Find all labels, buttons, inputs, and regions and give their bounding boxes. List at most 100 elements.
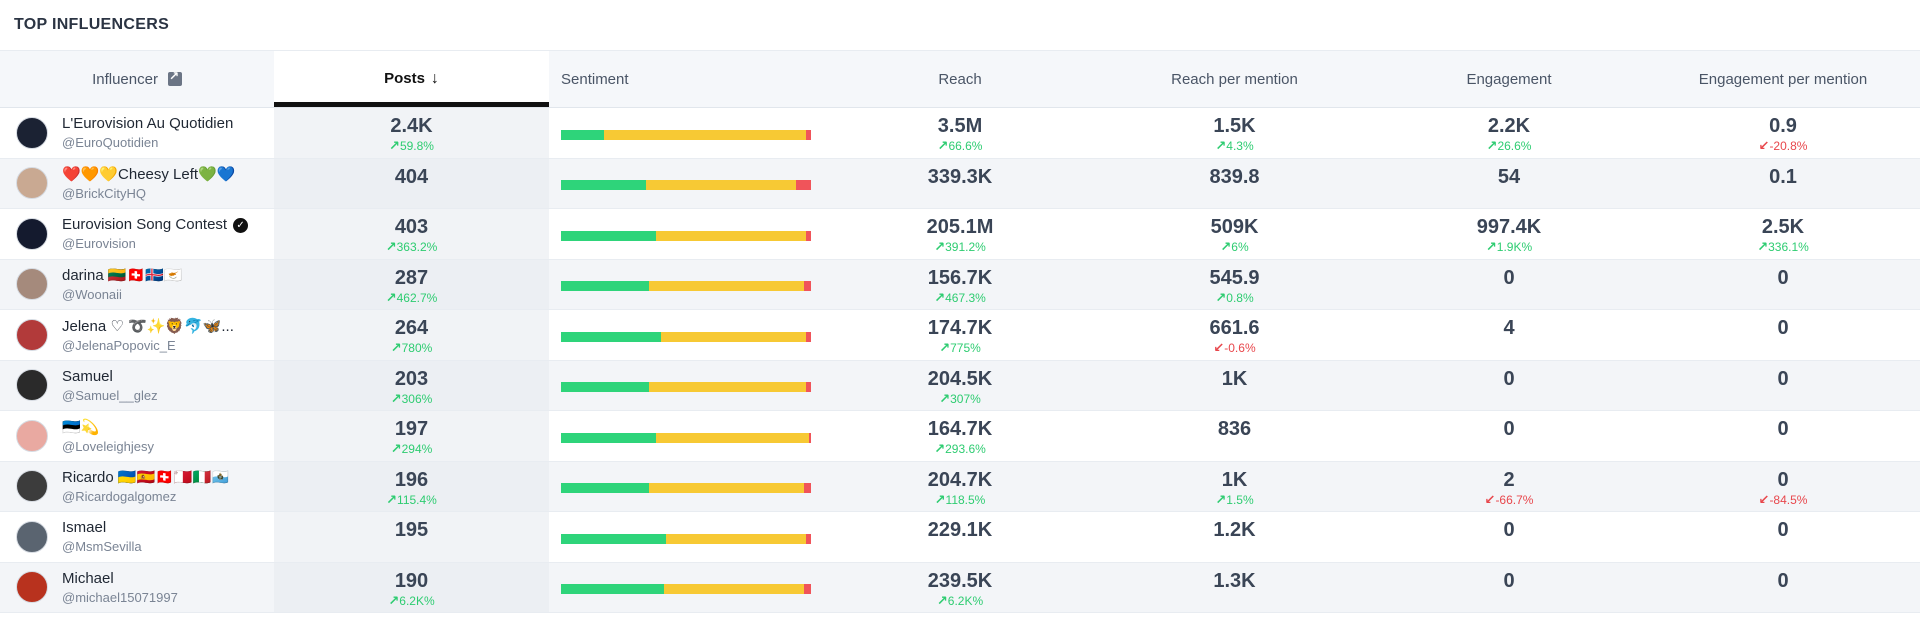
column-header-reach[interactable]: Reach <box>823 51 1097 107</box>
influencer-cell[interactable]: Jelena ♡ ➰✨🦁🐬🦋... @JelenaPopovic_E <box>0 310 274 360</box>
column-header-posts[interactable]: Posts ↓ <box>274 51 549 107</box>
engagement-per-mention-value: 2.5K <box>1761 216 1805 238</box>
reach-cell: 229.1K <box>823 512 1097 562</box>
column-label: Reach per mention <box>1171 70 1298 88</box>
influencer-name[interactable]: Jelena ♡ ➰✨🦁🐬🦋... <box>62 317 234 335</box>
influencer-handle: @Woonaii <box>62 287 122 303</box>
table-row[interactable]: 🇪🇪💫 @Loveleighjesy 197 294% 164.7K 293.6… <box>0 411 1920 462</box>
avatar[interactable] <box>16 369 48 402</box>
engagement-cell: 0 <box>1372 411 1646 461</box>
engagement-per-mention-change: -84.5% <box>1759 493 1808 507</box>
change-value: 1.5% <box>1226 492 1254 507</box>
influencer-name[interactable]: Samuel <box>62 368 158 385</box>
sentiment-cell <box>549 209 823 259</box>
reach-per-mention-cell: 1.3K <box>1097 563 1372 613</box>
influencer-cell[interactable]: darina 🇱🇹🇨🇭🇮🇸🇨🇾 @Woonaii <box>0 260 274 310</box>
table-row[interactable]: ❤️🧡💛Cheesy Left💚💙 @BrickCityHQ 404 339.3… <box>0 158 1920 209</box>
influencer-cell[interactable]: Ismael @MsmSevilla <box>0 512 274 562</box>
sentiment-bar[interactable] <box>561 281 811 292</box>
reach-per-mention-cell: 1K 1.5% <box>1097 462 1372 512</box>
influencer-name[interactable]: Michael <box>62 570 178 587</box>
influencer-cell[interactable]: Michael @michael15071997 <box>0 563 274 613</box>
change-value: 293.6% <box>945 442 986 456</box>
avatar[interactable] <box>16 217 48 250</box>
table-row[interactable]: Ricardo 🇺🇦🇪🇸🇨🇭🇲🇹🇮🇹🇸🇲 @Ricardogalgomez 19… <box>0 461 1920 512</box>
table-row[interactable]: Jelena ♡ ➰✨🦁🐬🦋... @JelenaPopovic_E 264 7… <box>0 310 1920 361</box>
influencer-cell[interactable]: Eurovision Song Contest ✓ @Eurovision <box>0 209 274 259</box>
change-value: 26.6% <box>1497 139 1532 153</box>
sentiment-bar[interactable] <box>561 533 811 544</box>
influencer-cell[interactable]: ❤️🧡💛Cheesy Left💚💙 @BrickCityHQ <box>0 159 274 209</box>
engagement-per-mention-cell: 0 <box>1646 512 1920 562</box>
sentiment-bar[interactable] <box>561 382 811 393</box>
sentiment-cell <box>549 260 823 310</box>
influencer-name[interactable]: ❤️🧡💛Cheesy Left💚💙 <box>62 165 235 183</box>
avatar[interactable] <box>16 116 48 149</box>
sentiment-negative-segment <box>796 180 811 191</box>
page-title: TOP INFLUENCERS <box>14 16 170 33</box>
column-header-influencer[interactable]: Influencer <box>0 51 274 107</box>
sentiment-bar[interactable] <box>561 432 811 443</box>
reach-per-mention-value: 836 <box>1217 418 1252 440</box>
table-row[interactable]: L'Eurovision Au Quotidien @EuroQuotidien… <box>0 108 1920 159</box>
influencer-cell[interactable]: 🇪🇪💫 @Loveleighjesy <box>0 411 274 461</box>
avatar[interactable] <box>16 268 48 301</box>
influencer-name[interactable]: L'Eurovision Au Quotidien <box>62 115 233 132</box>
trend-up-icon <box>1757 240 1768 254</box>
engagement-per-mention-value: 0 <box>1777 468 1789 491</box>
change-value: 306% <box>401 391 433 406</box>
trend-up-icon <box>388 594 399 608</box>
influencer-name[interactable]: darina 🇱🇹🇨🇭🇮🇸🇨🇾 <box>62 266 183 284</box>
trend-down-icon <box>1759 139 1770 153</box>
table-row[interactable]: Samuel @Samuel__glez 203 306% 204.5K 307… <box>0 360 1920 411</box>
sentiment-negative-segment <box>806 230 811 241</box>
influencer-handle: @Ricardogalgomez <box>62 489 177 505</box>
avatar[interactable] <box>16 318 48 351</box>
sentiment-bar[interactable] <box>561 180 811 191</box>
avatar[interactable] <box>16 167 48 200</box>
sentiment-cell <box>549 411 823 461</box>
influencer-name-text: L'Eurovision Au Quotidien <box>62 115 234 133</box>
sentiment-bar[interactable] <box>561 483 811 494</box>
engagement-cell: 2 -66.7% <box>1372 462 1646 512</box>
engagement-per-mention-value: 0 <box>1777 317 1789 339</box>
sentiment-bar[interactable] <box>561 331 811 342</box>
table-row[interactable]: darina 🇱🇹🇨🇭🇮🇸🇨🇾 @Woonaii 287 462.7% 156.… <box>0 259 1920 310</box>
external-link-icon[interactable] <box>167 69 182 86</box>
reach-cell: 205.1M 391.2% <box>823 209 1097 259</box>
sentiment-positive-segment <box>561 180 646 191</box>
influencer-name[interactable]: Ricardo 🇺🇦🇪🇸🇨🇭🇲🇹🇮🇹🇸🇲 <box>62 468 230 486</box>
posts-change: 462.7% <box>386 291 438 305</box>
avatar[interactable] <box>16 571 48 604</box>
avatar[interactable] <box>16 419 48 452</box>
avatar[interactable] <box>16 520 48 553</box>
influencer-cell[interactable]: Ricardo 🇺🇦🇪🇸🇨🇭🇲🇹🇮🇹🇸🇲 @Ricardogalgomez <box>0 462 274 512</box>
influencer-cell[interactable]: L'Eurovision Au Quotidien @EuroQuotidien <box>0 108 274 158</box>
sentiment-bar[interactable] <box>561 129 811 140</box>
sentiment-cell <box>549 310 823 360</box>
reach-change: 775% <box>939 341 981 355</box>
reach-change: 118.5% <box>935 493 986 507</box>
reach-per-mention-cell: 836 <box>1097 411 1372 461</box>
avatar[interactable] <box>16 470 48 503</box>
change-value: 462.7% <box>396 290 438 305</box>
reach-value: 174.7K <box>927 317 993 339</box>
reach-per-mention-value: 661.6 <box>1209 317 1260 339</box>
change-value: 336.1% <box>1768 240 1809 254</box>
posts-value: 287 <box>394 266 429 289</box>
table-row[interactable]: Ismael @MsmSevilla 195 229.1K 1.2K 0 0 <box>0 512 1920 563</box>
reach-value: 339.3K <box>927 165 993 188</box>
column-header-sentiment[interactable]: Sentiment <box>549 51 823 107</box>
influencer-name[interactable]: Ismael <box>62 519 142 536</box>
influencer-name[interactable]: 🇪🇪💫 <box>62 418 154 436</box>
column-header-reach-per-mention[interactable]: Reach per mention <box>1097 51 1372 107</box>
sentiment-bar[interactable] <box>561 230 811 241</box>
change-value: 66.6% <box>948 139 983 153</box>
table-row[interactable]: Michael @michael15071997 190 6.2K% 239.5… <box>0 562 1920 613</box>
influencer-name[interactable]: Eurovision Song Contest ✓ <box>62 216 249 234</box>
sentiment-bar[interactable] <box>561 584 811 595</box>
column-header-engagement[interactable]: Engagement <box>1372 51 1646 107</box>
table-row[interactable]: Eurovision Song Contest ✓ @Eurovision 403… <box>0 209 1920 260</box>
column-header-engagement-per-mention[interactable]: Engagement per mention <box>1646 51 1920 107</box>
influencer-cell[interactable]: Samuel @Samuel__glez <box>0 361 274 411</box>
